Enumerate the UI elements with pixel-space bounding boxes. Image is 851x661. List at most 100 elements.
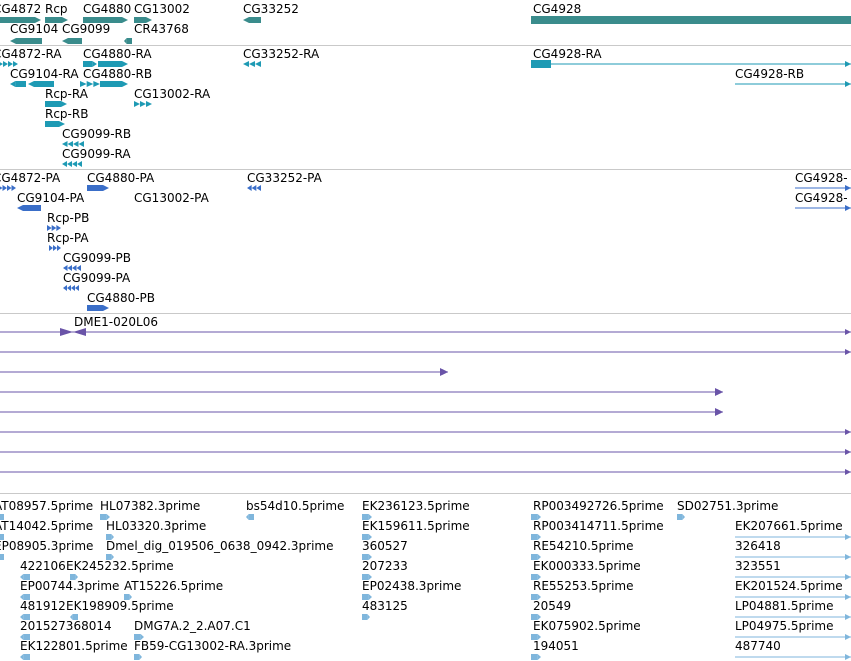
- protein-track-glyph[interactable]: [17, 203, 41, 213]
- gene-track-glyph[interactable]: [10, 36, 42, 45]
- gene-track-glyph[interactable]: [124, 36, 132, 45]
- transcript-track-glyph[interactable]: [100, 79, 128, 89]
- est-track-glyph[interactable]: [20, 652, 30, 661]
- est-track-glyph[interactable]: [20, 592, 30, 602]
- transcript-track-glyph[interactable]: [551, 59, 851, 69]
- transcript-track-glyph[interactable]: [62, 139, 84, 149]
- transcript-track-glyph[interactable]: [134, 99, 152, 109]
- est-track-glyph[interactable]: [735, 632, 851, 642]
- est-track-glyph[interactable]: [531, 592, 541, 602]
- est-track-label: 20549: [533, 599, 572, 613]
- est-track-glyph[interactable]: [735, 652, 851, 661]
- est-track-glyph[interactable]: [0, 512, 4, 522]
- est-track-glyph[interactable]: [735, 552, 851, 562]
- protein-track-glyph[interactable]: [87, 303, 109, 313]
- clone-read-glyph[interactable]: [0, 387, 723, 397]
- gene-track-glyph[interactable]: [62, 36, 82, 45]
- transcript-track-glyph[interactable]: [0, 59, 18, 69]
- protein-track-glyph[interactable]: [49, 243, 61, 253]
- transcript-track-glyph[interactable]: [735, 79, 851, 89]
- protein-track-glyph[interactable]: [63, 263, 81, 273]
- est-track-label: EK075902.5prime: [533, 619, 641, 633]
- est-track-glyph[interactable]: [134, 632, 144, 642]
- transcript-track-glyph[interactable]: [531, 59, 551, 69]
- est-track-glyph[interactable]: [362, 612, 370, 622]
- protein-track-label: CG9099-PB: [63, 251, 132, 265]
- est-track-glyph[interactable]: [246, 512, 254, 522]
- est-track-glyph[interactable]: [106, 552, 114, 562]
- est-track-glyph[interactable]: [70, 572, 78, 582]
- est-track-glyph[interactable]: [362, 552, 372, 562]
- transcript-track-label: CG9104-RA: [10, 67, 79, 81]
- gene-track-glyph[interactable]: [531, 15, 851, 25]
- protein-track-glyph[interactable]: [795, 203, 851, 213]
- est-track-glyph[interactable]: [531, 532, 541, 542]
- protein-track-label: CG33252-PA: [247, 171, 322, 185]
- est-track-label: 201527368014: [20, 619, 112, 633]
- transcript-track-glyph[interactable]: [45, 119, 65, 129]
- est-track-glyph[interactable]: [70, 612, 78, 622]
- gene-track-glyph[interactable]: [83, 15, 128, 25]
- est-track-glyph[interactable]: [677, 512, 685, 522]
- est-track-glyph[interactable]: [531, 572, 541, 582]
- clone-read-glyph[interactable]: [0, 427, 851, 437]
- protein-track-glyph[interactable]: [87, 183, 109, 193]
- transcript-track-label: CG4880-RA: [83, 47, 152, 61]
- gene-track-glyph[interactable]: [243, 15, 261, 25]
- est-track-glyph[interactable]: [531, 612, 541, 622]
- est-track-glyph[interactable]: [735, 572, 851, 582]
- transcript-track-glyph[interactable]: [62, 159, 82, 169]
- clone-read-glyph[interactable]: [0, 347, 851, 357]
- gene-track-label: CG4872: [0, 2, 42, 16]
- protein-track-label: CG9099-PA: [63, 271, 131, 285]
- transcript-track-glyph[interactable]: [28, 79, 54, 89]
- clone-read-glyph[interactable]: [0, 367, 448, 377]
- clone-read-glyph[interactable]: [0, 467, 851, 477]
- clone-track-glyph[interactable]: [0, 327, 851, 337]
- clone-track-glyph[interactable]: [60, 327, 86, 337]
- protein-track-label: CG4880-PA: [87, 171, 155, 185]
- est-track-glyph[interactable]: [735, 592, 851, 602]
- est-track-glyph[interactable]: [362, 512, 372, 522]
- est-track-glyph[interactable]: [100, 512, 110, 522]
- gene-track-glyph[interactable]: [45, 15, 68, 25]
- est-track-glyph[interactable]: [735, 612, 851, 622]
- est-track-glyph[interactable]: [106, 532, 114, 542]
- transcript-track-glyph[interactable]: [243, 59, 261, 69]
- est-track-glyph[interactable]: [531, 632, 541, 642]
- protein-track-glyph[interactable]: [0, 183, 16, 193]
- gene-track-glyph[interactable]: [0, 15, 41, 25]
- est-track-glyph[interactable]: [362, 572, 372, 582]
- transcript-track-label: CG13002-RA: [134, 87, 211, 101]
- est-track-glyph[interactable]: [362, 592, 372, 602]
- protein-track-glyph[interactable]: [247, 183, 261, 193]
- clone-read-glyph[interactable]: [0, 407, 723, 417]
- clone-read-glyph[interactable]: [0, 447, 851, 457]
- est-track-glyph[interactable]: [0, 552, 4, 562]
- est-track-glyph[interactable]: [362, 532, 372, 542]
- est-track-glyph[interactable]: [0, 532, 4, 542]
- est-track-label: 194051: [533, 639, 579, 653]
- protein-track-glyph[interactable]: [47, 223, 61, 233]
- transcript-track-glyph[interactable]: [80, 79, 100, 89]
- gene-track-glyph[interactable]: [134, 15, 152, 25]
- est-track-glyph[interactable]: [134, 652, 142, 661]
- gene-track-label: CG13002: [134, 2, 190, 16]
- est-track-glyph[interactable]: [20, 612, 30, 622]
- est-track-label: RE54210.5prime: [533, 539, 634, 553]
- est-track-label: AT08957.5prime: [0, 499, 94, 513]
- est-track-glyph[interactable]: [20, 572, 30, 582]
- est-track-glyph[interactable]: [531, 652, 541, 661]
- transcript-track-glyph[interactable]: [98, 59, 128, 69]
- est-track-label: 326418: [735, 539, 781, 553]
- transcript-track-glyph[interactable]: [10, 79, 26, 89]
- est-track-glyph[interactable]: [531, 512, 541, 522]
- transcript-track-glyph[interactable]: [45, 99, 67, 109]
- est-track-glyph[interactable]: [20, 632, 30, 642]
- est-track-glyph[interactable]: [531, 552, 541, 562]
- est-track-glyph[interactable]: [735, 532, 851, 542]
- protein-track-glyph[interactable]: [63, 283, 79, 293]
- est-track-glyph[interactable]: [124, 592, 132, 602]
- protein-track-glyph[interactable]: [795, 183, 851, 193]
- transcript-track-glyph[interactable]: [83, 59, 97, 69]
